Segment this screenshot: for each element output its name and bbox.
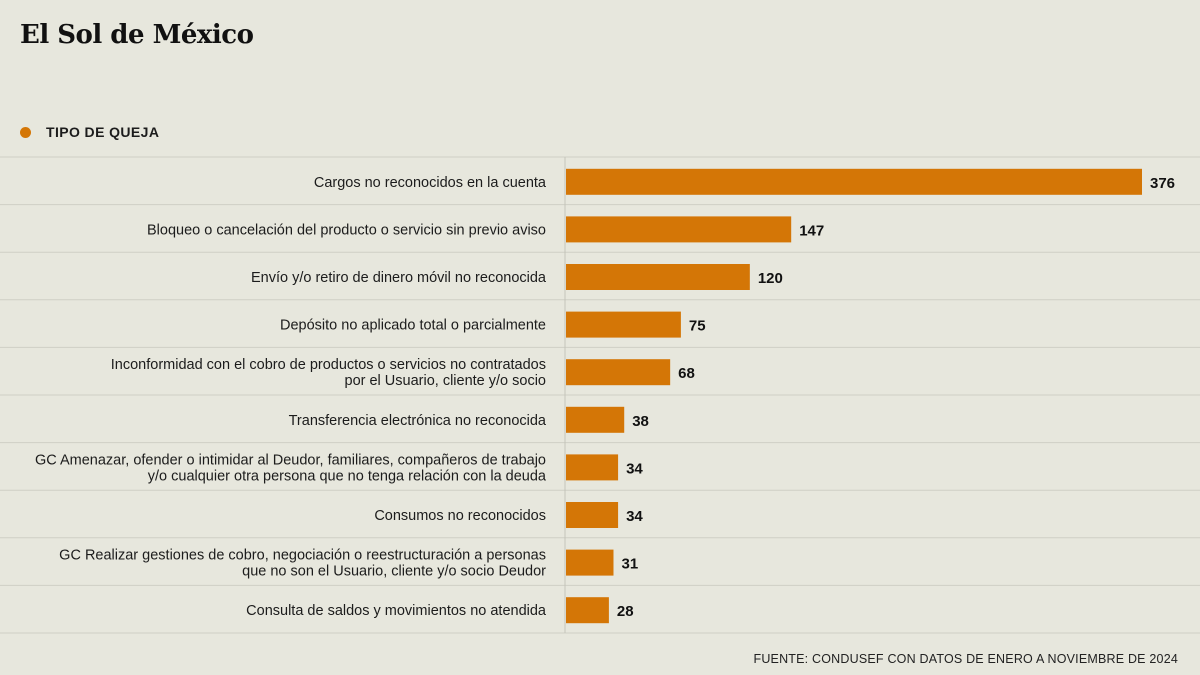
bar [566,502,619,528]
bar [566,264,750,290]
value-label: 68 [678,365,695,382]
category-label: Consumos no reconocidos [374,508,546,524]
bar [566,168,1142,195]
category-label-line: Bloqueo o cancelación del producto o ser… [147,222,546,238]
category-label: GC Realizar gestiones de cobro, negociac… [59,548,546,580]
value-label: 28 [617,603,634,620]
category-label: GC Amenazar, ofender o intimidar al Deud… [35,452,547,484]
category-label-line: Cargos no reconocidos en la cuenta [314,175,547,191]
value-label: 31 [621,556,638,573]
category-label-line: Inconformidad con el cobro de productos … [111,357,546,373]
category-label: Inconformidad con el cobro de productos … [111,357,546,389]
category-label: Depósito no aplicado total o parcialment… [280,318,546,334]
category-label-line: Transferencia electrónica no reconocida [289,413,547,429]
value-label: 120 [758,270,783,287]
category-label: Consulta de saldos y movimientos no aten… [246,603,547,619]
category-label: Transferencia electrónica no reconocida [289,413,547,429]
legend-dot [20,126,31,138]
category-label: Cargos no reconocidos en la cuenta [314,175,547,191]
category-label-line: Envío y/o retiro de dinero móvil no reco… [251,270,547,286]
category-label-line: Consumos no reconocidos [374,508,546,524]
category-label-line: GC Amenazar, ofender o intimidar al Deud… [35,452,546,468]
bar [566,406,625,433]
bar [566,359,671,386]
value-label: 38 [632,413,649,430]
category-label: Bloqueo o cancelación del producto o ser… [147,222,546,238]
source-note: FUENTE: CONDUSEF CON DATOS DE ENERO A NO… [753,652,1178,666]
value-label: 34 [626,508,643,525]
bar [566,216,792,243]
bar [566,597,609,624]
category-label: Envío y/o retiro de dinero móvil no reco… [251,270,547,286]
value-label: 34 [626,460,643,477]
category-label-line: Depósito no aplicado total o parcialment… [280,318,546,334]
bar [566,454,619,481]
category-label-line: que no son el Usuario, cliente y/o socio… [242,564,546,580]
masthead-logo: El Sol de México [20,20,254,50]
value-label: 75 [689,318,706,335]
category-label-line: por el Usuario, cliente y/o socio [345,373,547,389]
bar [566,311,681,338]
value-label: 376 [1150,175,1175,192]
bar [566,549,614,576]
category-label-line: GC Realizar gestiones de cobro, negociac… [59,548,546,564]
category-label-line: y/o cualquier otra persona que no tenga … [148,468,547,484]
legend-label: TIPO DE QUEJA [46,124,160,140]
value-label: 147 [799,222,824,239]
legend: TIPO DE QUEJA [20,124,159,140]
category-label-line: Consulta de saldos y movimientos no aten… [246,603,547,619]
